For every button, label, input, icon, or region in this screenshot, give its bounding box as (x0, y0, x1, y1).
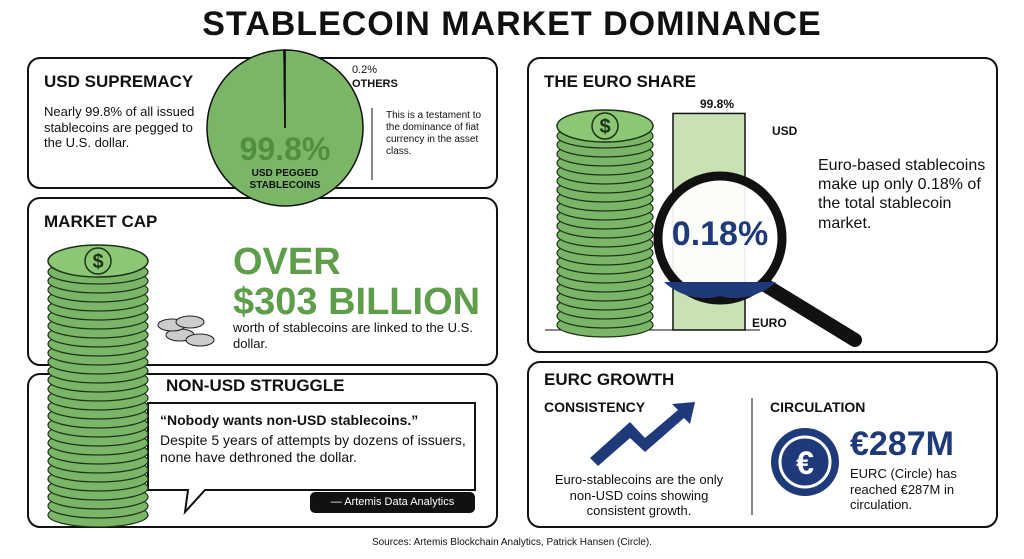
coin-stacks: $$ (47, 109, 654, 528)
speech-bubble (147, 402, 476, 516)
text: Euro-based stablecoins make up only 0.18… (818, 157, 986, 232)
panel-title: NON-USD STRUGGLE (160, 376, 351, 397)
panel-title: EURC GROWTH (544, 370, 675, 389)
bar-label: EURO (752, 316, 787, 330)
coin-dollar: $ (92, 251, 103, 273)
panel-title: USD SUPREMACY (44, 72, 194, 91)
lens-handle (758, 278, 862, 347)
text: EURC (Circle) has reached €287M in circu… (850, 466, 957, 513)
small-coin (185, 333, 215, 347)
pie (206, 49, 364, 207)
euro-bars (545, 112, 862, 347)
coin-top (47, 244, 149, 278)
lens-band (664, 282, 776, 298)
small-coin (175, 315, 205, 329)
euro-symbol: € (796, 445, 814, 481)
headline: OVER (233, 241, 341, 283)
bar-value: 99.8% (700, 97, 735, 111)
text: Euro-stablecoins are the only non-USD co… (554, 472, 724, 519)
panel (527, 361, 998, 528)
panel-title: MARKET CAP (44, 212, 158, 231)
coin-dollar: $ (599, 116, 610, 138)
attribution: — Artemis Data Analytics (330, 496, 455, 508)
text: Nearly 99.8% of all issued stablecoins a… (44, 104, 195, 151)
bar-label: USD (772, 124, 798, 138)
sources: Sources: Artemis Blockchain Analytics, P… (371, 537, 653, 548)
coin-emblem (591, 112, 619, 140)
growth-arrow (590, 402, 695, 466)
coin-emblem (84, 247, 112, 275)
lens-value: 0.18% (671, 215, 769, 253)
panel-title: THE EURO SHARE (544, 72, 697, 91)
subheading: CIRCULATION (770, 399, 866, 415)
text: Despite 5 years of attempts by dozens of… (160, 432, 466, 465)
pie-value: 0.2% (352, 64, 378, 76)
coin-top (556, 109, 654, 143)
pie-label: OTHERS (352, 78, 398, 90)
attribution-pill (310, 492, 475, 513)
quote: “Nobody wants non-USD stablecoins.” (160, 412, 419, 428)
note: This is a testament to the dominance of … (386, 110, 482, 157)
headline: $303 BILLION (233, 281, 481, 323)
pie-slice (283, 49, 286, 129)
text: worth of stablecoins are linked to the U… (233, 320, 473, 351)
title: STABLECOIN MARKET DOMINANCE (202, 5, 822, 43)
lens (653, 171, 787, 305)
subheading: CONSISTENCY (544, 399, 646, 415)
euro-coin-ring (778, 435, 832, 489)
pie-label: USD PEGGED STABLECOINS (249, 168, 321, 191)
pie-value: 99.8% (239, 131, 331, 167)
big-value: €287M (850, 425, 954, 463)
